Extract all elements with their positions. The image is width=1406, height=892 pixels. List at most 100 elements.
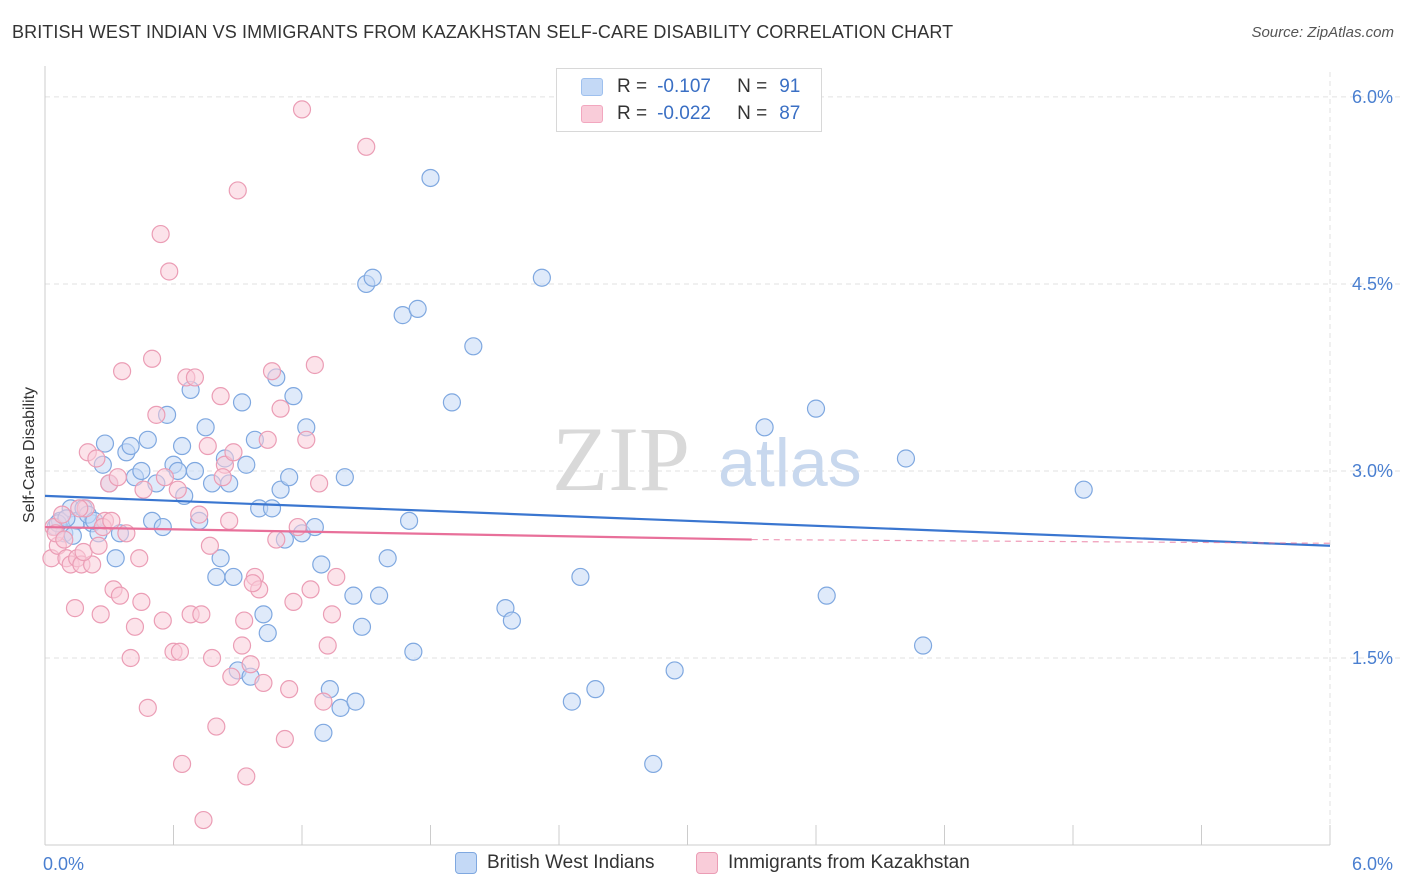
n-label: N = [737,103,768,124]
legend-swatch-blue [455,852,477,874]
y-axis-title: Self-Care Disability [21,387,38,523]
point-immigrants-from-kazakhstan [55,530,74,549]
r-label: R = [617,103,648,124]
point-immigrants-from-kazakhstan [254,673,273,693]
point-british-west-indians [913,636,933,655]
legend-label: British West Indians [487,852,655,873]
point-british-west-indians [106,549,125,568]
point-immigrants-from-kazakhstan [262,362,282,381]
point-british-west-indians [138,430,157,449]
point-immigrants-from-kazakhstan [125,617,145,636]
point-immigrants-from-kazakhstan [89,536,108,555]
point-british-west-indians [344,586,363,605]
point-immigrants-from-kazakhstan [130,549,149,568]
point-british-west-indians [665,661,684,680]
point-immigrants-from-kazakhstan [228,181,247,200]
point-immigrants-from-kazakhstan [172,754,192,774]
point-immigrants-from-kazakhstan [207,717,226,736]
point-immigrants-from-kazakhstan [87,449,106,468]
point-immigrants-from-kazakhstan [280,680,299,699]
point-immigrants-from-kazakhstan [65,599,85,618]
point-british-west-indians [586,680,605,699]
point-immigrants-from-kazakhstan [185,368,205,387]
point-immigrants-from-kazakhstan [271,399,290,418]
point-british-west-indians [280,468,299,487]
point-british-west-indians [314,723,333,742]
point-immigrants-from-kazakhstan [147,405,166,424]
point-british-west-indians [421,168,440,188]
n-value: 87 [779,103,801,124]
n-label: N = [737,76,768,97]
point-immigrants-from-kazakhstan [192,605,211,624]
trend-line-immigrants-from-kazakhstan [44,525,752,541]
point-immigrants-from-kazakhstan [155,468,175,487]
point-immigrants-from-kazakhstan [142,349,162,368]
y-tick-label: 3.0% [1352,461,1393,481]
point-immigrants-from-kazakhstan [310,474,329,493]
point-british-west-indians [258,623,277,643]
point-british-west-indians [562,692,581,711]
point-british-west-indians [95,434,115,453]
point-immigrants-from-kazakhstan [211,387,230,406]
source-credit: Source: ZipAtlas.com [1251,24,1394,41]
watermark-atlas: atlas [718,425,862,501]
point-immigrants-from-kazakhstan [198,436,217,456]
point-british-west-indians [755,418,774,437]
x-tick-label: 6.0% [1352,854,1393,874]
point-immigrants-from-kazakhstan [213,468,232,487]
point-immigrants-from-kazakhstan [232,636,252,655]
point-british-west-indians [571,567,590,587]
point-immigrants-from-kazakhstan [134,480,153,499]
point-british-west-indians [399,511,419,530]
trend-line-extension [751,538,1331,544]
y-tick-label: 1.5% [1352,648,1393,668]
point-immigrants-from-kazakhstan [327,567,346,587]
point-immigrants-from-kazakhstan [235,611,254,630]
point-immigrants-from-kazakhstan [70,499,89,518]
point-immigrants-from-kazakhstan [110,586,130,605]
point-immigrants-from-kazakhstan [220,511,239,530]
legend-label: Immigrants from Kazakhstan [728,852,970,873]
point-british-west-indians [464,337,483,356]
point-british-west-indians [262,499,282,518]
point-immigrants-from-kazakhstan [53,505,72,524]
y-tick-label: 4.5% [1352,274,1393,294]
point-immigrants-from-kazakhstan [237,767,256,786]
point-british-west-indians [312,555,331,574]
r-value: -0.022 [657,103,711,124]
point-british-west-indians [532,268,551,287]
watermark: ZIP atlas [552,408,862,510]
legend: British West Indians Immigrants from Kaz… [0,852,1406,876]
point-british-west-indians [254,605,273,624]
point-immigrants-from-kazakhstan [224,443,243,462]
stats-row-blue: R = -0.107 N = 91 [557,73,800,101]
point-immigrants-from-kazakhstan [301,580,320,599]
point-immigrants-from-kazakhstan [83,555,102,574]
point-british-west-indians [363,268,382,287]
stats-swatch-blue [581,78,603,96]
stats-row-pink: R = -0.022 N = 87 [557,100,800,128]
point-immigrants-from-kazakhstan [318,636,337,655]
point-british-west-indians [121,436,140,456]
point-immigrants-from-kazakhstan [314,692,333,711]
point-british-west-indians [185,461,205,481]
point-immigrants-from-kazakhstan [292,100,312,119]
point-british-west-indians [1074,480,1093,499]
legend-item-british-west-indians[interactable]: British West Indians [455,852,655,874]
point-immigrants-from-kazakhstan [170,642,190,661]
point-british-west-indians [232,393,252,412]
point-immigrants-from-kazakhstan [151,224,170,244]
chart-title: BRITISH WEST INDIAN VS IMMIGRANTS FROM K… [12,22,954,42]
stats-box: R = -0.107 N = 91 R = -0.022 N = 87 [556,68,822,132]
point-immigrants-from-kazakhstan [297,430,316,449]
trend-line-british-west-indians [44,494,1331,547]
point-immigrants-from-kazakhstan [357,137,376,156]
legend-item-immigrants-from-kazakhstan[interactable]: Immigrants from Kazakhstan [696,852,970,874]
point-british-west-indians [352,617,372,636]
point-immigrants-from-kazakhstan [222,667,241,686]
point-immigrants-from-kazakhstan [160,262,179,281]
point-british-west-indians [172,436,192,456]
point-immigrants-from-kazakhstan [190,505,209,524]
point-immigrants-from-kazakhstan [322,605,342,624]
legend-swatch-pink [696,852,718,874]
